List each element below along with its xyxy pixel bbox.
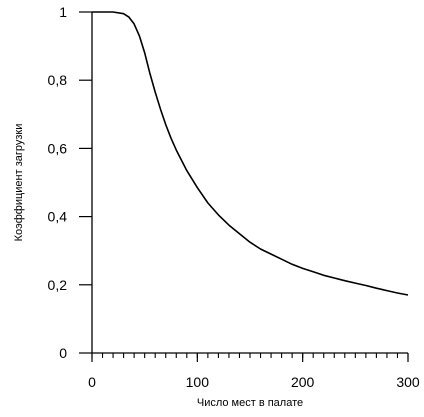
x-axis-title: Число мест в палате [197, 397, 303, 409]
x-tick-label: 0 [88, 374, 96, 390]
y-tick-label: 0,4 [48, 209, 68, 225]
axes [91, 12, 408, 354]
y-tick-label: 0,2 [48, 277, 68, 293]
series-line [92, 11, 409, 296]
x-tick-label: 300 [396, 374, 420, 390]
y-ticks: 0 0,2 0,4 0,6 0,8 1 [48, 4, 92, 361]
x-tick-label: 200 [291, 374, 315, 390]
x-minor-ticks [91, 353, 409, 358]
x-tick-label: 100 [186, 374, 210, 390]
y-tick-label: 0,6 [48, 140, 68, 156]
x-ticks: 0 100 200 300 [88, 353, 420, 390]
y-axis-title: Коэффициент загрузки [13, 124, 25, 242]
series-group [92, 11, 409, 296]
y-tick-label: 0 [59, 345, 67, 361]
y-tick-label: 0,8 [48, 72, 68, 88]
y-tick-label: 1 [59, 4, 67, 20]
